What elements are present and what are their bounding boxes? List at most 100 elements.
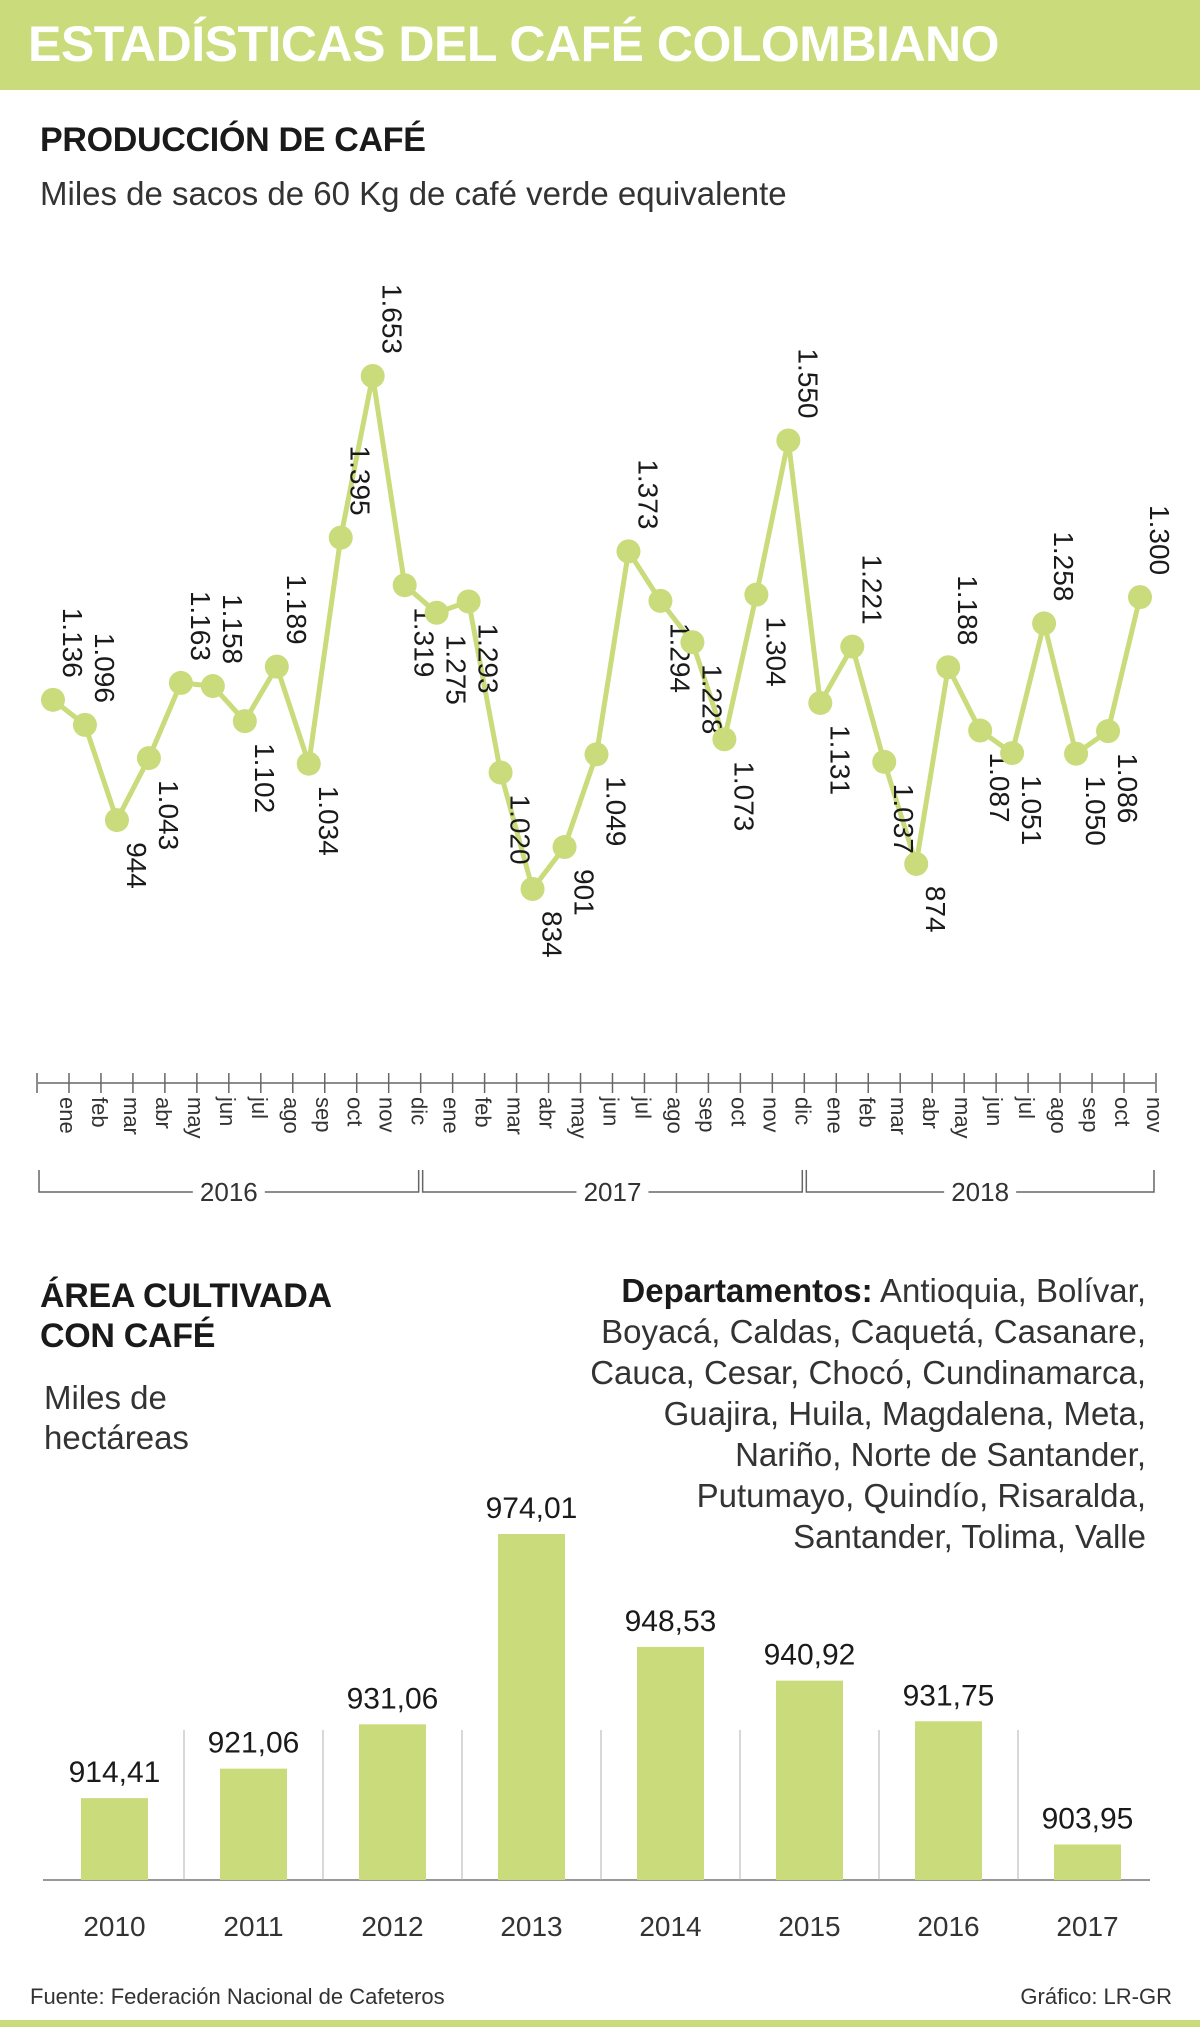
bar-value-label: 921,06 (208, 1727, 300, 1760)
data-point (968, 718, 993, 743)
data-label: 1.102 (249, 743, 280, 813)
x-tick-label: oct (1110, 1097, 1135, 1126)
data-label: 944 (121, 842, 152, 889)
x-tick-label: jul (1014, 1096, 1039, 1119)
data-label: 1.163 (185, 591, 216, 661)
data-point (72, 712, 97, 737)
bar-category-label: 2011 (223, 1911, 283, 1942)
x-tick-label: sep (1078, 1097, 1103, 1132)
bar-value-label: 914,41 (69, 1756, 161, 1789)
x-tick-label: oct (343, 1097, 368, 1126)
x-tick-label: oct (726, 1097, 751, 1126)
bar (1054, 1844, 1121, 1880)
x-tick-label: ene (822, 1097, 847, 1134)
data-label: 1.304 (760, 617, 791, 687)
x-tick-label: jul (247, 1096, 272, 1119)
data-point (232, 709, 257, 734)
production-subtitle: Miles de sacos de 60 Kg de café verde eq… (40, 175, 787, 212)
bar-category-label: 2015 (778, 1911, 840, 1942)
data-point (584, 742, 609, 767)
bar-category-label: 2014 (639, 1911, 701, 1942)
data-point (872, 749, 897, 774)
page-title: ESTADÍSTICAS DEL CAFÉ COLOMBIANO (28, 16, 1000, 72)
data-label: 901 (569, 869, 600, 916)
x-tick-label: abr (151, 1097, 176, 1129)
data-point (680, 630, 705, 655)
data-label: 1.300 (1144, 505, 1175, 575)
data-label: 1.275 (441, 635, 472, 705)
data-point (456, 589, 481, 614)
departments-line-6: Santander, Tolima, Valle (793, 1518, 1146, 1555)
data-point (840, 634, 865, 659)
x-tick-label: feb (854, 1097, 879, 1128)
data-label: 874 (920, 886, 951, 933)
area-subtitle-line2: hectáreas (44, 1419, 189, 1456)
bar (220, 1768, 287, 1880)
data-label: 1.373 (633, 459, 664, 529)
bar-category-label: 2013 (500, 1911, 562, 1942)
data-point (520, 877, 545, 901)
data-point (552, 835, 577, 860)
bar (637, 1646, 704, 1880)
data-point (360, 364, 385, 388)
area-title-line1: ÁREA CULTIVADA (40, 1277, 332, 1315)
bar (915, 1721, 982, 1880)
area-subtitle-line1: Miles de (44, 1379, 167, 1416)
bar (498, 1534, 565, 1880)
data-label: 1.037 (888, 784, 919, 854)
bar-category-label: 2010 (83, 1911, 145, 1942)
year-bracket (38, 1170, 193, 1193)
data-label: 1.293 (473, 624, 504, 694)
data-label: 1.653 (377, 284, 408, 354)
data-label: 1.228 (696, 664, 727, 734)
bar-value-label: 903,95 (1042, 1802, 1134, 1835)
bar (776, 1680, 843, 1880)
data-label: 1.073 (728, 761, 759, 831)
x-tick-label: ago (279, 1097, 304, 1134)
x-tick-label: sep (311, 1097, 336, 1132)
x-tick-label: feb (87, 1097, 112, 1128)
data-label: 1.188 (952, 575, 983, 645)
bar-category-label: 2016 (917, 1911, 979, 1942)
data-label: 1.221 (856, 555, 887, 625)
data-label: 1.043 (153, 780, 184, 850)
data-label: 1.096 (89, 633, 120, 703)
data-label: 1.158 (217, 594, 248, 664)
data-point (936, 655, 961, 680)
departments-line-5: Putumayo, Quindío, Risaralda, (696, 1477, 1146, 1514)
departments-text: Departamentos: Antioquia, Bolívar, Boyac… (536, 1270, 1146, 1557)
departments-line-1: Boyacá, Caldas, Caquetá, Casanare, (601, 1313, 1146, 1350)
x-tick-label: may (567, 1097, 592, 1139)
year-bracket (1016, 1170, 1155, 1193)
data-point (616, 539, 641, 564)
data-point (776, 428, 801, 453)
bar-category-label: 2017 (1056, 1911, 1118, 1942)
data-point (424, 600, 449, 625)
x-tick-label: dic (407, 1097, 432, 1125)
data-label: 1.136 (57, 608, 88, 678)
data-point (712, 727, 737, 752)
data-point (648, 588, 673, 613)
data-point (136, 746, 161, 771)
data-point (200, 674, 225, 699)
x-tick-label: abr (918, 1097, 943, 1129)
year-bracket (805, 1170, 945, 1193)
production-title: PRODUCCIÓN DE CAFÉ (40, 121, 426, 159)
data-point (328, 525, 353, 550)
x-tick-label: jun (215, 1096, 240, 1126)
data-label: 1.049 (601, 776, 632, 846)
data-point (41, 687, 65, 712)
x-tick-label: ago (662, 1097, 687, 1134)
data-point (808, 690, 833, 715)
data-point (1064, 741, 1089, 766)
year-label: 2017 (584, 1177, 642, 1207)
data-point (168, 670, 193, 695)
data-label: 1.395 (345, 446, 376, 516)
x-tick-label: mar (503, 1097, 528, 1135)
departments-line: Departamentos: Antioquia, Bolívar, (536, 1270, 1146, 1311)
data-point (744, 582, 769, 607)
x-tick-label: jun (599, 1096, 624, 1126)
year-label: 2016 (200, 1177, 258, 1207)
